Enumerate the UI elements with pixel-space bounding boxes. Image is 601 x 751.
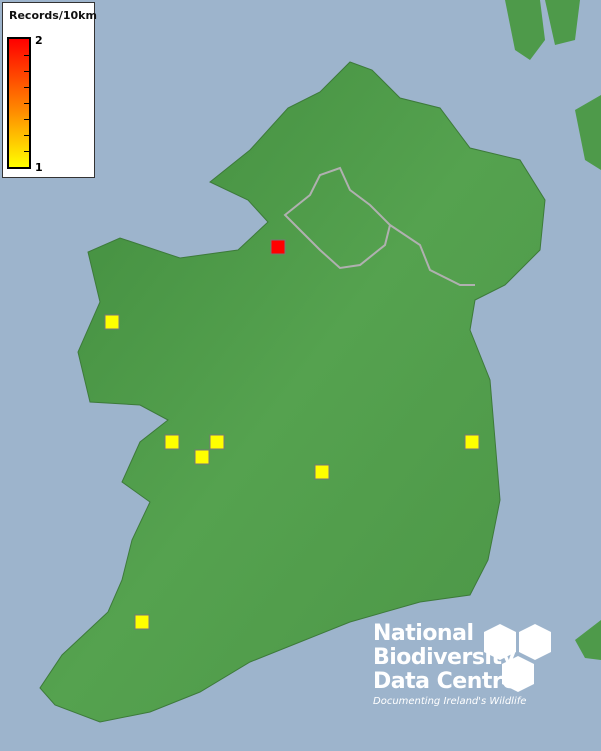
logo-hexagon-icon (484, 624, 551, 692)
legend: Records/10km 2 1 (2, 2, 97, 178)
record-square[interactable] (104, 314, 120, 330)
logo-text-line3: Data Centre (373, 669, 517, 694)
logo-tagline: Documenting Ireland's Wildlife (373, 696, 527, 707)
legend-min-label: 1 (35, 161, 43, 174)
border-line (283, 166, 475, 286)
wales-landmass (575, 620, 601, 660)
legend-max-label: 2 (35, 34, 43, 47)
record-square[interactable] (464, 434, 480, 450)
record-square[interactable] (270, 239, 286, 255)
nbdc-logo: National Biodiversity Data Centre Docume… (373, 621, 527, 708)
logo-text-line1: National (373, 621, 474, 646)
record-square[interactable] (314, 464, 330, 480)
record-square[interactable] (164, 434, 180, 450)
scotland-landmass (505, 0, 601, 170)
record-square[interactable] (134, 614, 150, 630)
record-square[interactable] (194, 449, 210, 465)
legend-title: Records/10km (9, 9, 97, 22)
legend-color-scale (7, 37, 31, 169)
record-square[interactable] (209, 434, 225, 450)
ireland-landmass (39, 61, 546, 723)
